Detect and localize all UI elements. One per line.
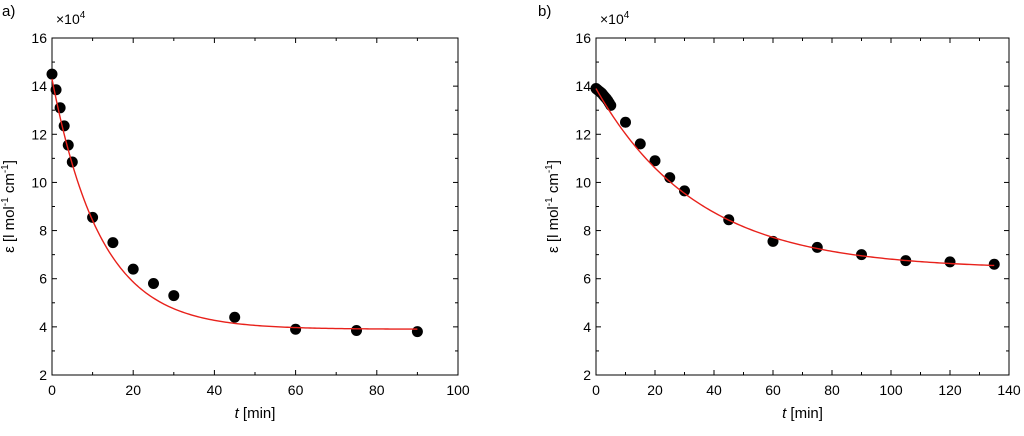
y-tick-label: 2 xyxy=(39,367,47,383)
x-tick-label: 20 xyxy=(647,382,663,398)
x-tick-label: 20 xyxy=(125,382,141,398)
x-tick-label: 100 xyxy=(446,382,470,398)
data-point xyxy=(811,241,823,253)
data-point xyxy=(988,258,1000,270)
chart-panel-a: a) 0 20 40 60 80 100 2 4 6 8 10 12 14 16 ×104 t [min] ε [… xyxy=(0,3,470,422)
x-tick-label: 40 xyxy=(706,382,722,398)
fit-curve xyxy=(51,78,418,330)
y-tick-label: 2 xyxy=(583,367,591,383)
fit-curve xyxy=(595,88,995,267)
data-point xyxy=(62,139,74,151)
data-point xyxy=(634,138,646,150)
data-point xyxy=(679,185,690,197)
panel-label: b) xyxy=(538,3,551,20)
y-tick-label: 4 xyxy=(39,319,47,335)
data-point xyxy=(148,278,159,290)
y-tick-label: 10 xyxy=(31,174,47,190)
x-tick-label: 140 xyxy=(997,382,1021,398)
data-point xyxy=(290,323,302,335)
y-tick-label: 16 xyxy=(31,30,47,46)
x-tick-label: 120 xyxy=(938,382,962,398)
y-tick-label: 6 xyxy=(583,271,591,287)
data-point xyxy=(620,116,631,128)
y-tick-label: 4 xyxy=(583,319,591,335)
x-axis-label: t [min] xyxy=(782,405,823,422)
data-point xyxy=(107,237,119,249)
panel-label: a) xyxy=(2,3,15,20)
y-tick-label: 8 xyxy=(39,223,47,239)
data-point xyxy=(944,256,956,268)
data-point xyxy=(664,172,676,184)
x-tick-label: 80 xyxy=(824,382,840,398)
plot-frame xyxy=(51,37,459,376)
data-point xyxy=(168,290,180,302)
y-tick-label: 16 xyxy=(575,30,591,46)
y-tick-label: 6 xyxy=(39,271,47,287)
data-point xyxy=(50,84,62,96)
plot-frame xyxy=(595,37,1010,376)
y-axis-label: ε [l mol-1 cm-1] xyxy=(0,160,18,253)
y-tick-label: 14 xyxy=(575,78,591,94)
data-point xyxy=(605,99,617,111)
y-tick-label: 14 xyxy=(31,78,47,94)
y-multiplier: ×104 xyxy=(56,10,86,27)
x-tick-label: 0 xyxy=(48,382,56,398)
data-point xyxy=(46,68,58,80)
chart-panel-b: b) 0 20 40 60 80 100 120 140 2 4 6 8 10 12 14 16 ×104 t [m… xyxy=(538,3,1021,422)
data-point xyxy=(856,249,867,261)
y-tick-label: 12 xyxy=(31,126,47,142)
data-point xyxy=(649,155,661,167)
x-tick-label: 0 xyxy=(592,382,600,398)
y-tick-label: 12 xyxy=(575,126,591,142)
x-tick-label: 80 xyxy=(369,382,385,398)
y-axis-label: ε [l mol-1 cm-1] xyxy=(544,160,562,253)
y-tick-label: 10 xyxy=(575,174,591,190)
data-point xyxy=(127,263,139,275)
y-tick-label: 8 xyxy=(583,223,591,239)
data-point xyxy=(229,311,241,323)
data-point xyxy=(58,120,70,132)
x-tick-label: 40 xyxy=(207,382,223,398)
data-point xyxy=(411,326,423,338)
data-point xyxy=(54,102,66,114)
x-tick-label: 60 xyxy=(765,382,781,398)
x-tick-label: 100 xyxy=(879,382,903,398)
x-tick-label: 60 xyxy=(288,382,304,398)
x-axis-label: t [min] xyxy=(235,405,276,422)
y-multiplier: ×104 xyxy=(600,10,630,27)
data-point xyxy=(351,324,362,336)
